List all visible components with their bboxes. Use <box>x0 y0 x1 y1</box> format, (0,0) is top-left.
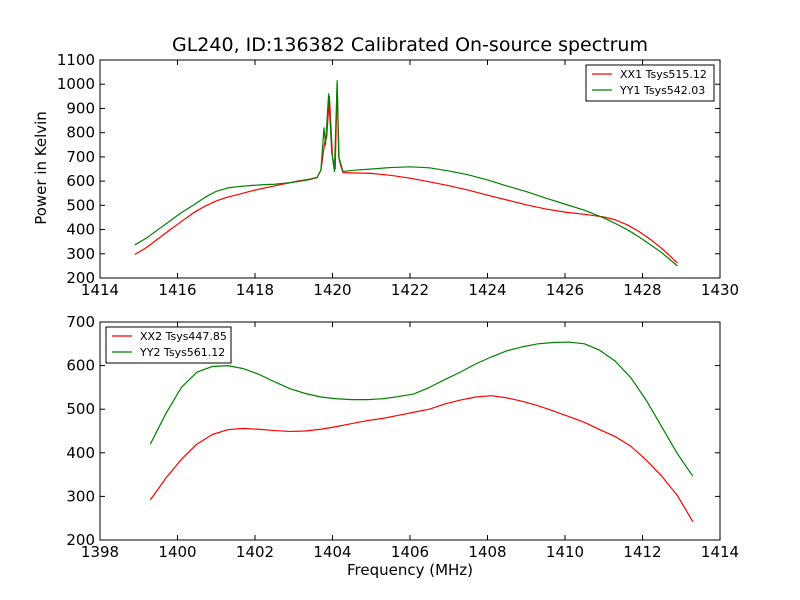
plot-panel-1: 1414 1416 1418 1420 1422 1424 1426 1428 1430 200 3… <box>57 51 739 299</box>
x-tick-label: 1422 <box>391 281 429 299</box>
series-line-2 <box>134 79 678 267</box>
x-tick-label: 1414 <box>81 281 119 299</box>
x-tick-label: 1408 <box>468 543 506 561</box>
y-tick-label: 400 <box>66 221 95 239</box>
x-tick-label: 1406 <box>391 543 429 561</box>
x-tick-label: 1404 <box>313 543 351 561</box>
x-tick-label: 1414 <box>701 543 739 561</box>
x-tick-label: 1402 <box>236 543 274 561</box>
legend-box <box>105 326 232 364</box>
y-tick-label: 500 <box>66 400 95 418</box>
plot-panel-2: 1398 1400 1402 1404 1406 1408 1410 1412 1414 200 3… <box>66 313 739 561</box>
y-tick-label: 1100 <box>57 51 95 69</box>
series-line-2 <box>149 341 694 477</box>
chart-title: GL240, ID:136382 Calibrated On-source sp… <box>172 34 648 56</box>
y-tick-label: 200 <box>66 269 95 287</box>
y-tick-label: 700 <box>66 148 95 166</box>
legend-box <box>585 64 715 102</box>
legend-label-1: XX2 Tsys447.85 <box>140 330 227 343</box>
y-tick-label: 800 <box>66 124 95 142</box>
x-tick-label: 1418 <box>236 281 274 299</box>
legend-label-2: YY1 Tsys542.03 <box>619 84 705 97</box>
y-tick-label: 400 <box>66 444 95 462</box>
x-tick-label: 1412 <box>623 543 661 561</box>
x-tick-label: 1416 <box>158 281 196 299</box>
legend-label-2: YY2 Tsys561.12 <box>139 346 225 359</box>
y-tick-label: 1000 <box>57 75 95 93</box>
x-tick-label: 1420 <box>313 281 351 299</box>
x-tick-label: 1426 <box>546 281 584 299</box>
x-tick-label: 1400 <box>158 543 196 561</box>
y-tick-label: 900 <box>66 99 95 117</box>
legend: XX2 Tsys447.85 YY2 Tsys561.12 <box>105 326 232 364</box>
x-tick-label: 1430 <box>701 281 739 299</box>
series-line-1 <box>134 83 678 264</box>
series-line-1 <box>149 395 694 522</box>
legend: XX1 Tsys515.12 YY1 Tsys542.03 <box>585 64 715 102</box>
x-axis-label-bottom: Frequency (MHz) <box>346 561 474 579</box>
y-tick-label: 500 <box>66 196 95 214</box>
x-tick-label: 1410 <box>546 543 584 561</box>
y-tick-label: 700 <box>66 313 95 331</box>
y-tick-label: 600 <box>66 357 95 375</box>
legend-label-1: XX1 Tsys515.12 <box>620 68 707 81</box>
y-tick-label: 600 <box>66 172 95 190</box>
y-axis-label-top: Power in Kelvin <box>32 111 50 225</box>
y-tick-label: 300 <box>66 245 95 263</box>
y-tick-label: 300 <box>66 487 95 505</box>
y-tick-label: 200 <box>66 531 95 549</box>
x-tick-label: 1428 <box>623 281 661 299</box>
x-tick-label: 1398 <box>81 543 119 561</box>
x-tick-label: 1424 <box>468 281 506 299</box>
